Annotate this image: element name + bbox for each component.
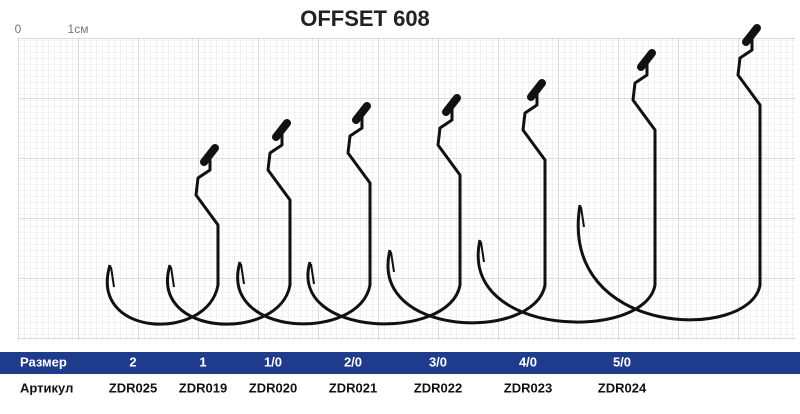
hook-eye [352,102,371,124]
hook-barb [390,251,395,273]
hook-eye [637,49,656,71]
hook-barb [240,263,245,285]
hook-barb [170,266,175,288]
hook [236,116,372,326]
hook-eye [442,94,461,116]
hook [105,158,220,326]
hook-eye [200,144,219,166]
hook [476,63,657,324]
size-label: Размер [20,354,67,369]
scale-unit: 1см [68,22,89,36]
table-columns: 2 1 1/0 2/0 3/0 4/0 5/0 ZDR025 ZDR019 ZDR020 ZDR02… [109,354,647,395]
article: ZDR021 [329,380,377,395]
article-label: Артикул [20,380,73,395]
hook-barb [480,241,485,263]
size: 3/0 [429,354,447,369]
hooks [105,24,762,326]
size: 5/0 [613,354,631,369]
hook-barb [310,263,315,285]
article: ZDR022 [414,380,462,395]
article: ZDR020 [249,380,297,395]
hook-eye [272,119,291,141]
hook-eye [742,24,761,46]
hook [576,38,762,322]
hook [166,133,292,326]
article: ZDR024 [598,380,647,395]
title: OFFSET 608 [300,6,430,31]
size: 4/0 [519,354,537,369]
size: 2/0 [344,354,362,369]
hook [386,93,547,325]
article: ZDR025 [109,380,157,395]
hook-eye [527,79,546,101]
article: ZDR019 [179,380,227,395]
hook [306,108,462,326]
grid [18,38,796,340]
size: 2 [129,354,136,369]
size-band [0,352,800,374]
size: 1/0 [264,354,282,369]
hook-barb [110,266,115,288]
scale-start: 0 [15,22,22,36]
size: 1 [199,354,206,369]
hook-barb [580,206,585,228]
article: ZDR023 [504,380,552,395]
